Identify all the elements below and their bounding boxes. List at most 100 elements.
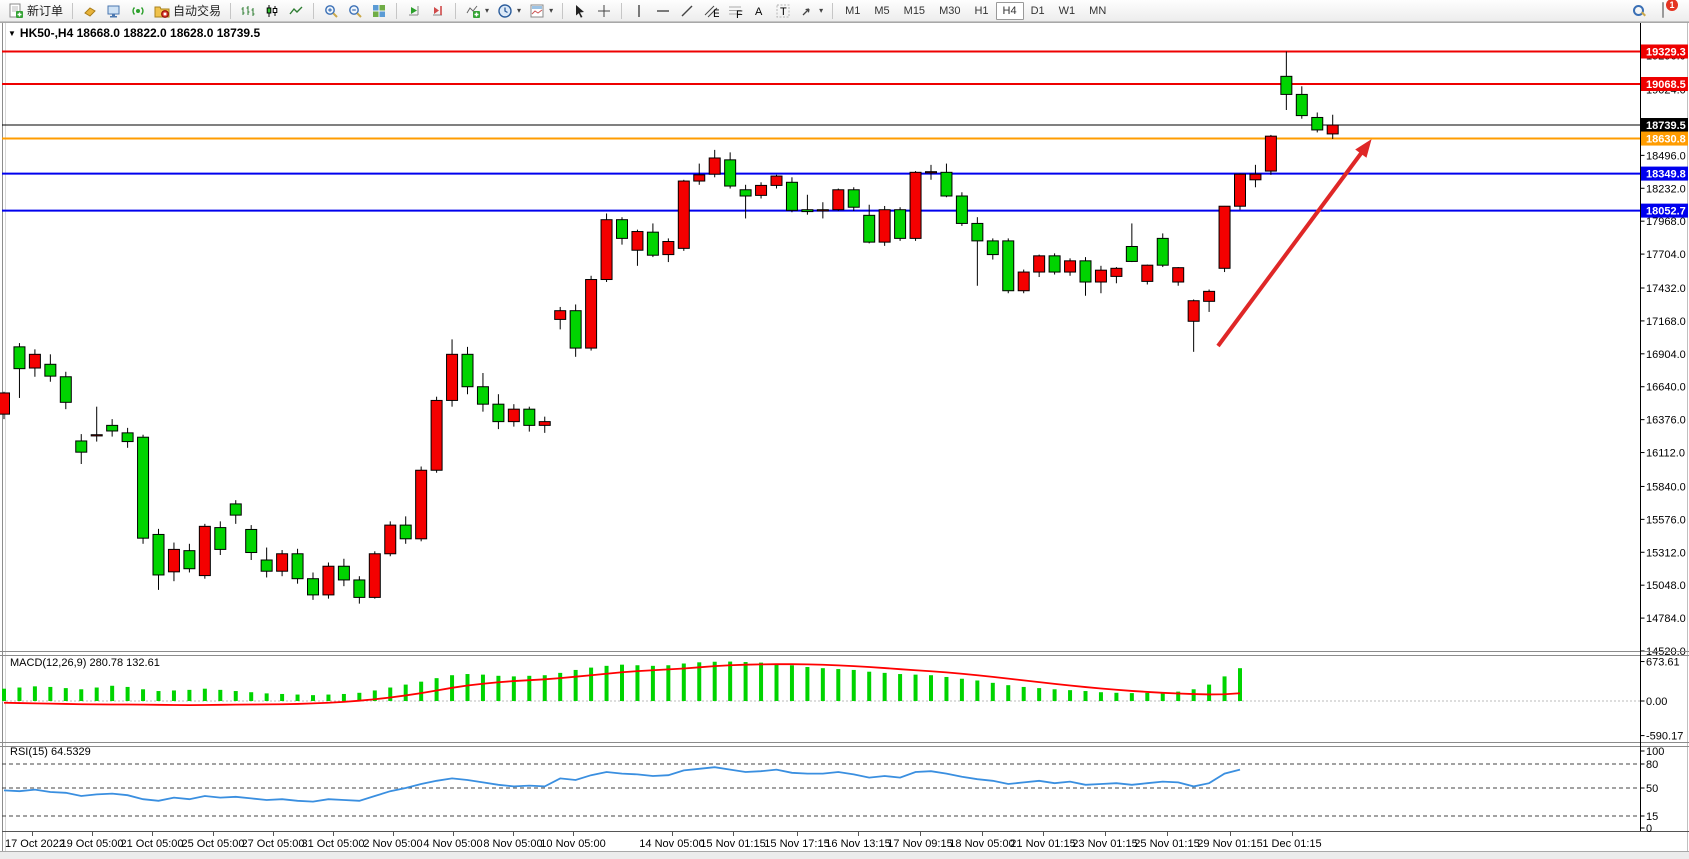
periods-button[interactable]: ▾	[493, 1, 525, 21]
vertical-line-button[interactable]	[627, 1, 651, 21]
svg-text:21 Nov 01:15: 21 Nov 01:15	[1010, 838, 1075, 850]
separator	[832, 2, 834, 19]
svg-text:14 Nov 05:00: 14 Nov 05:00	[639, 838, 704, 850]
svg-text:8 Nov 05:00: 8 Nov 05:00	[483, 838, 542, 850]
tf-H1[interactable]: H1	[967, 2, 995, 20]
window-bottom-edge	[0, 852, 1689, 859]
svg-text:18496.0: 18496.0	[1646, 150, 1686, 162]
separator	[72, 2, 74, 19]
separator	[313, 2, 315, 19]
auto-scroll-button[interactable]	[402, 1, 426, 21]
line-chart-button[interactable]	[284, 1, 308, 21]
svg-text:15840.0: 15840.0	[1646, 481, 1686, 493]
text-label-button[interactable]: T	[771, 1, 795, 21]
equidistant-channel-button[interactable]: E	[699, 1, 723, 21]
tf-D1[interactable]: D1	[1024, 2, 1052, 20]
chart-frame	[0, 22, 1689, 852]
signals-icon	[130, 3, 146, 19]
equidistant-channel-icon: E	[703, 3, 719, 19]
tf-W1[interactable]: W1	[1052, 2, 1083, 20]
svg-text:15 Nov 01:15: 15 Nov 01:15	[700, 838, 765, 850]
svg-text:27 Oct 05:00: 27 Oct 05:00	[242, 838, 305, 850]
zoom-out-button[interactable]	[343, 1, 367, 21]
rsi-label: RSI(15) 64.5329	[10, 746, 91, 758]
svg-text:29 Nov 01:15: 29 Nov 01:15	[1197, 838, 1262, 850]
new-order-button[interactable]: 新订单	[4, 1, 67, 21]
svg-text:15 Nov 17:15: 15 Nov 17:15	[764, 838, 829, 850]
svg-text:17168.0: 17168.0	[1646, 316, 1686, 328]
svg-text:18 Nov 05:00: 18 Nov 05:00	[949, 838, 1014, 850]
svg-text:100: 100	[1646, 746, 1664, 758]
template-button[interactable]: ▾	[525, 1, 557, 21]
svg-text:14784.0: 14784.0	[1646, 613, 1686, 625]
svg-text:673.61: 673.61	[1646, 657, 1680, 669]
tf-M1[interactable]: M1	[838, 2, 867, 20]
fibonacci-icon: F	[727, 3, 743, 19]
notifications-button[interactable]: 1	[1651, 0, 1678, 21]
separator	[621, 2, 623, 19]
trendline-button[interactable]	[675, 1, 699, 21]
svg-text:-590.17: -590.17	[1646, 731, 1683, 743]
svg-text:25 Nov 01:15: 25 Nov 01:15	[1134, 838, 1199, 850]
trend-arrow	[1216, 139, 1372, 348]
fibonacci-button[interactable]: F	[723, 1, 747, 21]
trendline-icon	[679, 3, 695, 19]
search-button[interactable]	[1627, 1, 1651, 21]
tf-M5[interactable]: M5	[867, 2, 896, 20]
add-indicator-button[interactable]: ▾	[461, 1, 493, 21]
svg-text:2 Nov 05:00: 2 Nov 05:00	[363, 838, 422, 850]
candlestick-chart-icon	[264, 3, 280, 19]
tf-M15[interactable]: M15	[897, 2, 932, 20]
macd-pane: 673.61 0.00 -590.17	[2, 657, 1683, 743]
tile-windows-button[interactable]	[367, 1, 391, 21]
chart-shift-button[interactable]	[426, 1, 450, 21]
crosshair-icon	[596, 3, 612, 19]
zoom-out-icon	[347, 3, 363, 19]
arrows-button[interactable]: ▾	[795, 1, 827, 21]
crosshair-button[interactable]	[592, 1, 616, 21]
notification-badge: 1	[1666, 0, 1678, 11]
chevron-down-icon: ▾	[485, 6, 490, 15]
text-button[interactable]: A	[747, 1, 771, 21]
zoom-in-icon	[323, 3, 339, 19]
zoom-in-button[interactable]	[319, 1, 343, 21]
profiles-button[interactable]	[102, 1, 126, 21]
horizontal-line-button[interactable]	[651, 1, 675, 21]
price-levels	[2, 50, 1640, 212]
horizontal-line-icon	[655, 3, 671, 19]
signals-button[interactable]	[126, 1, 150, 21]
svg-text:16376.0: 16376.0	[1646, 415, 1686, 427]
svg-text:80: 80	[1646, 759, 1658, 771]
text-icon: A	[751, 3, 767, 19]
macd-label: MACD(12,26,9) 280.78 132.61	[10, 657, 160, 669]
bar-chart-button[interactable]	[236, 1, 260, 21]
new-order-label: 新订单	[27, 4, 64, 18]
favorites-button[interactable]	[78, 1, 102, 21]
svg-text:E: E	[713, 8, 719, 19]
separator	[230, 2, 232, 19]
chevron-down-icon: ▾	[819, 6, 824, 15]
tf-M30[interactable]: M30	[932, 2, 967, 20]
svg-text:17968.0: 17968.0	[1646, 216, 1686, 228]
algo-trading-button[interactable]: 自动交易	[150, 1, 225, 21]
algo-trading-icon	[154, 3, 170, 19]
svg-text:18630.8: 18630.8	[1646, 134, 1686, 146]
svg-text:F: F	[736, 9, 743, 19]
cursor-button[interactable]	[568, 1, 592, 21]
chevron-down-icon: ▾	[549, 6, 554, 15]
svg-text:17 Nov 09:15: 17 Nov 09:15	[887, 838, 952, 850]
tf-MN[interactable]: MN	[1082, 2, 1113, 20]
tile-windows-icon	[371, 3, 387, 19]
chart-title-text: HK50-,H4 18668.0 18822.0 18628.0 18739.5	[19, 26, 261, 40]
svg-text:16 Nov 13:15: 16 Nov 13:15	[825, 838, 890, 850]
collapse-triangle-icon[interactable]: ▼	[8, 29, 16, 38]
auto-scroll-icon	[406, 3, 422, 19]
chat-icon: 1	[1655, 0, 1678, 19]
tf-H4[interactable]: H4	[995, 2, 1024, 20]
candlestick-chart-button[interactable]	[260, 1, 284, 21]
cursor-icon	[572, 3, 588, 19]
line-chart-icon	[288, 3, 304, 19]
